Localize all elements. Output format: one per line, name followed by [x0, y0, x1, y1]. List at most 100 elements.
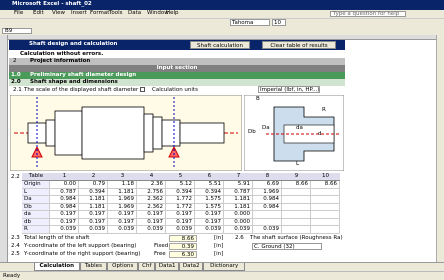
row-headers: [0, 35, 8, 271]
param-value[interactable]: 6.30: [169, 251, 197, 258]
sheet-tab[interactable]: Tables: [79, 263, 108, 271]
size-box[interactable]: 10: [272, 19, 286, 26]
param-mode: Fixed: [154, 243, 169, 249]
table-cell: 0.197: [166, 211, 195, 219]
table-cell: 0.197: [79, 211, 108, 219]
table-cell: 0.79: [79, 181, 108, 189]
table-cell: 0.000: [224, 218, 253, 226]
row-label: db: [22, 218, 50, 226]
table-cell: [311, 188, 340, 196]
font-box[interactable]: Tahoma: [230, 19, 270, 26]
table-cell: 0.197: [137, 218, 166, 226]
menu-item[interactable]: Format: [90, 10, 110, 16]
calc-button[interactable]: Shaft calculation: [190, 41, 250, 49]
menu-item[interactable]: Tools: [109, 10, 123, 16]
row-label: Da: [22, 196, 50, 204]
param-label: Y-coordinate of the left support (bearin…: [24, 243, 137, 249]
table-cell: 5.91: [224, 181, 253, 189]
status-text: Ready: [3, 273, 21, 279]
figure-label: d: [318, 131, 322, 137]
table-cell: 1.181: [224, 203, 253, 211]
table-cell: [282, 218, 311, 226]
status-message: Calculation without errors.: [20, 51, 104, 57]
clear-button[interactable]: Clear table of results: [262, 41, 336, 49]
sheet-tab[interactable]: Data1: [155, 263, 180, 271]
shaft-drawing: [10, 95, 242, 171]
param-label: The shaft surface (Roughness Ra): [250, 235, 343, 241]
figure-label: Db: [248, 129, 256, 135]
shaft-diagram: [244, 95, 344, 171]
figure-label: L: [296, 161, 300, 167]
table-header: 1: [50, 173, 79, 181]
column-headers: [0, 35, 444, 40]
name-box[interactable]: B9: [2, 28, 32, 34]
table-cell: 0.984: [50, 196, 79, 204]
scrollbar[interactable]: [436, 35, 444, 262]
parameters: 2.3 Total length of the shaft 8.66 [in] 2.4 Y…: [9, 235, 345, 261]
table-cell: 0.394: [79, 188, 108, 196]
param-label: Y-coordinate of the right support (beari…: [24, 251, 141, 257]
sheet-tab[interactable]: Chf: [138, 263, 156, 271]
formula-bar: [0, 27, 444, 35]
surface-select[interactable]: C. Ground (32): [252, 243, 322, 250]
table-cell: 2.362: [137, 203, 166, 211]
table-cell: 0.394: [195, 188, 224, 196]
project-label: Project information: [30, 58, 91, 64]
table-cell: 0.787: [50, 188, 79, 196]
status-bar: Ready: [0, 271, 444, 280]
table-cell: 1.181: [108, 188, 137, 196]
table-cell: 0.039: [137, 226, 166, 234]
table-cell: [311, 196, 340, 204]
figure-label: Da: [262, 125, 270, 131]
menu-item[interactable]: Data: [128, 10, 142, 16]
table-cell: 0.787: [224, 188, 253, 196]
table-cell: 0.039: [50, 226, 79, 234]
param-value[interactable]: 0.39: [169, 243, 197, 250]
menu-bar: File Edit View Insert Format Tools Data Window H…: [0, 10, 444, 18]
row-label: R: [22, 226, 50, 234]
table-cell: 6.69: [253, 181, 282, 189]
menu-item[interactable]: Insert: [71, 10, 87, 16]
table-cell: 0.039: [253, 226, 282, 234]
table-cell: 0.984: [50, 203, 79, 211]
sheet-tab[interactable]: Options: [107, 263, 139, 271]
table-header: 5: [166, 173, 195, 181]
table-cell: 1.969: [108, 203, 137, 211]
menu-item[interactable]: Edit: [33, 10, 44, 16]
table-cell: [282, 188, 311, 196]
param-number: 2.4: [11, 243, 20, 249]
table-cell: 1.181: [224, 196, 253, 204]
table-cell: 0.394: [166, 188, 195, 196]
menu-item[interactable]: File: [14, 10, 24, 16]
checkbox[interactable]: [140, 87, 145, 92]
table-cell: 0.197: [195, 218, 224, 226]
figure-label: B: [256, 96, 260, 102]
table-cell: 8.66: [311, 181, 340, 189]
menu-item[interactable]: Window: [147, 10, 169, 16]
table-cell: 0.197: [50, 218, 79, 226]
sheet-tab[interactable]: Calculation: [34, 263, 80, 271]
section-label: Preliminary shaft diameter design: [30, 72, 137, 78]
table-cell: [311, 218, 340, 226]
sheet-tab[interactable]: Dictionary: [203, 263, 246, 271]
units-label: Calculation units: [152, 87, 198, 93]
table-header: 4: [137, 173, 166, 181]
sheet-tab[interactable]: Data2: [179, 263, 204, 271]
help-box[interactable]: Type a question for help: [330, 11, 406, 17]
units-select[interactable]: Imperial (lbf, in, HP...): [258, 86, 320, 93]
table-cell: [253, 218, 282, 226]
section-label: Shaft shape and dimensions: [30, 79, 118, 85]
menu-item[interactable]: View: [52, 10, 66, 16]
param-number: 2.3: [11, 235, 20, 241]
param-number: 2.6: [235, 235, 244, 241]
menu-item[interactable]: Help: [166, 10, 179, 16]
table-cell: 0.197: [166, 218, 195, 226]
table-cell: 0.984: [253, 203, 282, 211]
input-section: Input section: [9, 65, 345, 72]
section-1-row: [9, 72, 345, 79]
param-unit: [in]: [214, 251, 224, 257]
table-cell: [282, 211, 311, 219]
table-cell: 5.51: [195, 181, 224, 189]
param-value[interactable]: 8.66: [169, 235, 197, 242]
